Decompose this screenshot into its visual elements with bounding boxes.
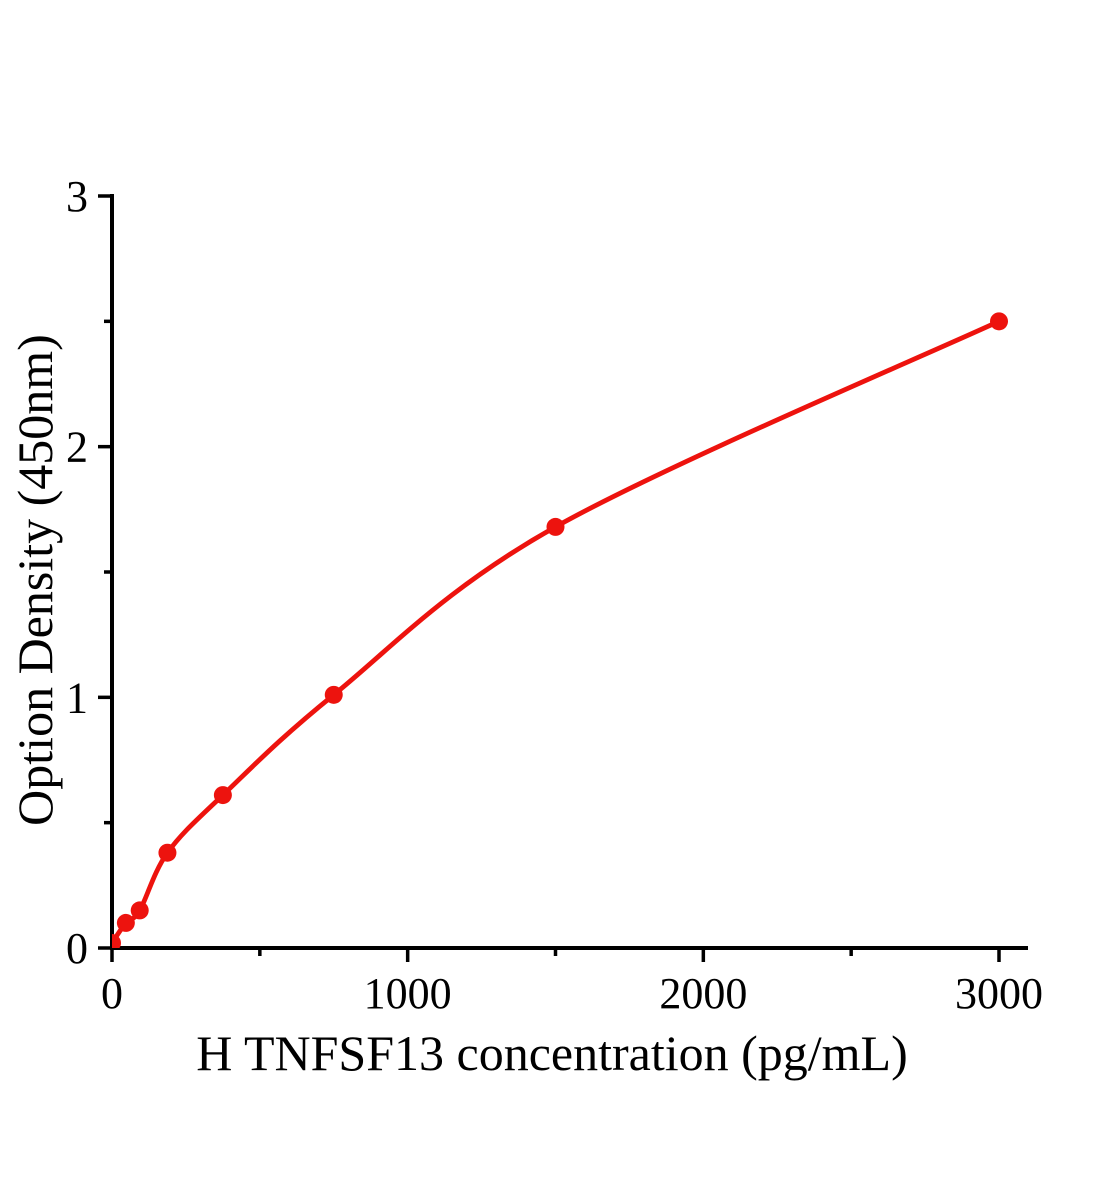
data-point	[116, 913, 135, 932]
x-axis-title: H TNFSF13 concentration (pg/mL)	[196, 1025, 908, 1081]
y-tick-label: 1	[66, 673, 88, 722]
x-tick-label: 1000	[364, 969, 452, 1018]
chart-root: 0 1000 2000 3000 0 1 2 3	[66, 172, 1043, 1018]
data-point	[112, 933, 121, 948]
data-point	[324, 685, 343, 704]
data-points	[112, 312, 1008, 948]
data-point	[990, 312, 1008, 331]
data-point	[213, 786, 232, 805]
y-tick-label: 0	[66, 924, 88, 973]
data-point	[158, 843, 177, 862]
y-tick-label: 2	[66, 423, 88, 472]
y-axis-title: Option Density (450nm)	[7, 334, 63, 826]
data-point	[130, 901, 149, 920]
data-point	[546, 517, 565, 536]
standard-curve-line	[112, 318, 1002, 946]
x-tick-label: 3000	[955, 969, 1043, 1018]
y-tick-label: 3	[66, 172, 88, 221]
x-tick-label: 2000	[659, 969, 747, 1018]
x-tick-label: 0	[101, 969, 123, 1018]
